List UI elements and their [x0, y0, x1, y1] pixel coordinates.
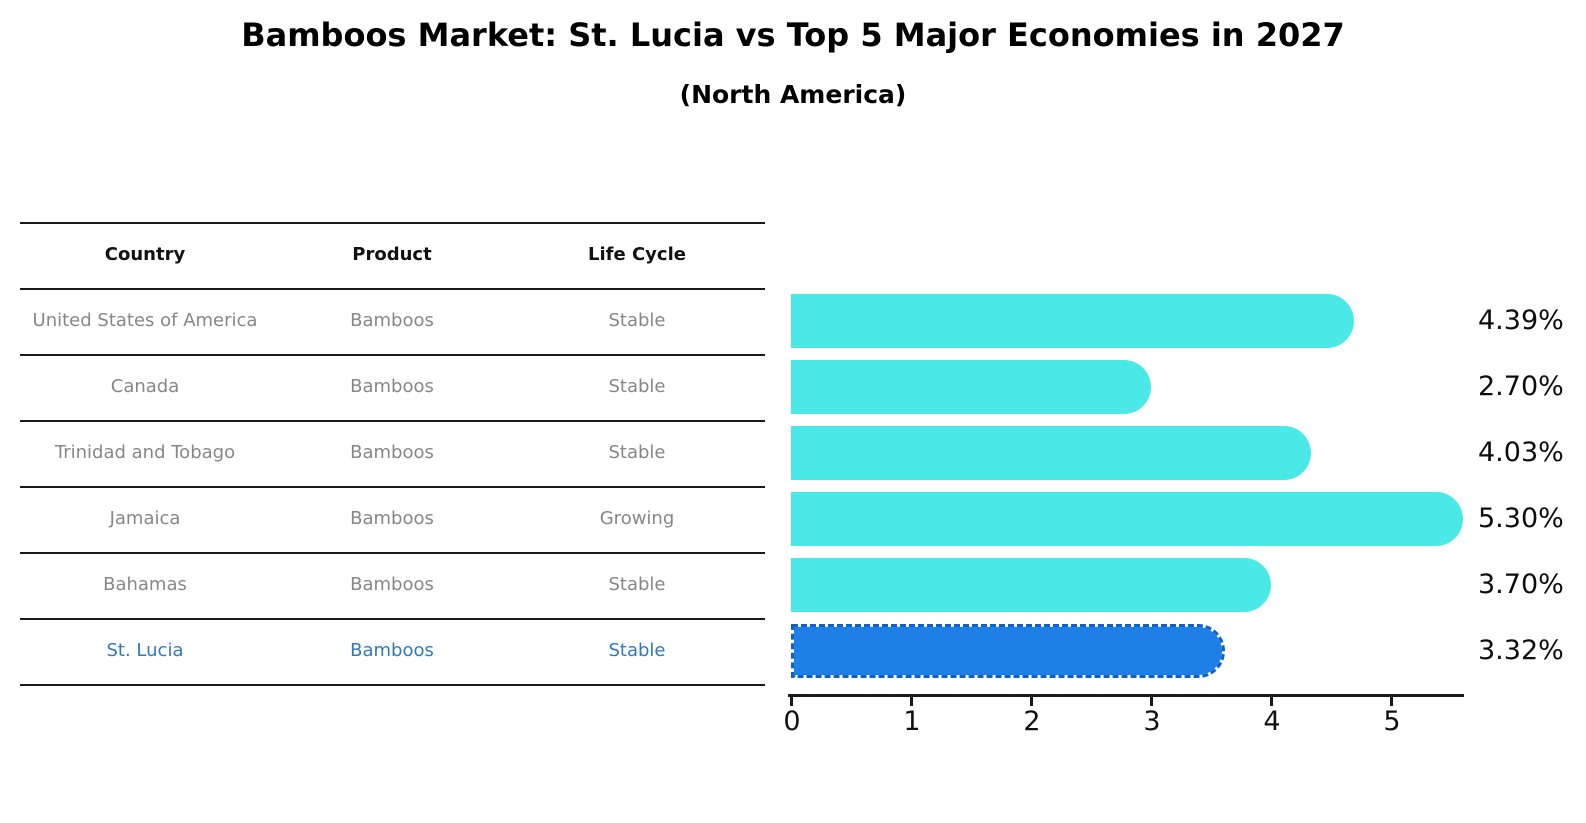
cell-country: Jamaica [109, 508, 181, 529]
table-divider [20, 684, 765, 686]
bar-st-lucia-highlight [791, 624, 1226, 678]
table-divider [20, 486, 765, 488]
bar-value-label: 4.39% [1478, 305, 1564, 336]
cell-life-cycle-highlight: Stable [608, 640, 666, 661]
x-axis-tick-label: 1 [903, 706, 921, 737]
column-header-life-cycle: Life Cycle [588, 244, 686, 265]
cell-life-cycle: Stable [608, 376, 666, 397]
x-axis-tick [1390, 697, 1393, 706]
bar-jamaica [791, 492, 1463, 546]
cell-country-highlight: St. Lucia [106, 640, 184, 661]
bar-value-label: 4.03% [1478, 437, 1564, 468]
bar-trinidad-and-tobago [791, 426, 1311, 480]
bar-value-label: 2.70% [1478, 371, 1564, 402]
x-axis-line [788, 694, 1464, 697]
cell-product: Bamboos [350, 376, 434, 397]
bar-value-label: 3.70% [1478, 569, 1564, 600]
cell-product: Bamboos [350, 442, 434, 463]
x-axis-tick [1270, 697, 1273, 706]
cell-life-cycle: Stable [608, 574, 666, 595]
x-axis-tick-label: 4 [1263, 706, 1281, 737]
x-axis-tick [910, 697, 913, 706]
x-axis-tick-label: 2 [1023, 706, 1041, 737]
cell-product: Bamboos [350, 310, 434, 331]
bar-value-label: 3.32% [1478, 635, 1564, 666]
table-divider [20, 420, 765, 422]
cell-product: Bamboos [350, 574, 434, 595]
table-divider [20, 222, 765, 224]
cell-life-cycle: Growing [599, 508, 675, 529]
column-header-country: Country [104, 244, 186, 265]
bar-canada [791, 360, 1151, 414]
chart-subtitle: (North America) [679, 80, 907, 109]
column-header-product: Product [352, 244, 432, 265]
bar-united-states-of-america [791, 294, 1354, 348]
x-axis-tick-label: 5 [1383, 706, 1401, 737]
x-axis-tick-label: 0 [783, 706, 801, 737]
cell-product: Bamboos [350, 508, 434, 529]
x-axis-tick [1030, 697, 1033, 706]
cell-country: Trinidad and Tobago [54, 442, 236, 463]
cell-country: Canada [110, 376, 180, 397]
cell-life-cycle: Stable [608, 310, 666, 331]
cell-product-highlight: Bamboos [350, 640, 434, 661]
x-axis-tick [1150, 697, 1153, 706]
table-divider [20, 552, 765, 554]
x-axis-tick-label: 3 [1143, 706, 1161, 737]
x-axis-tick [790, 697, 793, 706]
cell-country: Bahamas [103, 574, 187, 595]
table-divider [20, 618, 765, 620]
cell-life-cycle: Stable [608, 442, 666, 463]
bar-value-label: 5.30% [1478, 503, 1564, 534]
bar-bahamas [791, 558, 1271, 612]
chart-title: Bamboos Market: St. Lucia vs Top 5 Major… [241, 16, 1345, 54]
table-divider [20, 288, 765, 290]
table-divider [20, 354, 765, 356]
cell-country: United States of America [32, 310, 258, 331]
